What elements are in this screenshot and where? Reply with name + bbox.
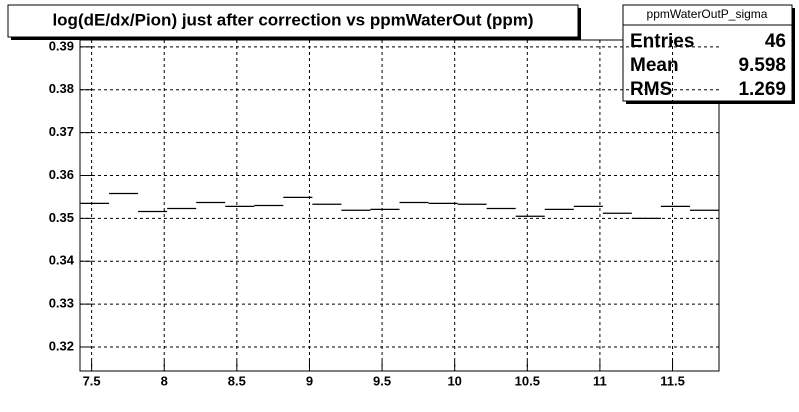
stats-value: 1.269 (738, 79, 786, 100)
y-tick-label: 0.35 (49, 210, 74, 225)
stats-box (622, 4, 793, 102)
y-tick-label: 0.38 (49, 81, 74, 96)
x-tick-label: 11.5 (660, 373, 685, 388)
y-tick-label: 0.37 (49, 124, 74, 139)
y-tick-label: 0.32 (49, 338, 74, 353)
y-tick-label: 0.36 (49, 167, 74, 182)
y-tick-label: 0.33 (49, 296, 74, 311)
title-box (7, 4, 579, 38)
x-tick-label: 9 (306, 373, 313, 388)
stats-label: Entries (630, 31, 694, 52)
chart-title: log(dE/dx/Pion) just after correction vs… (52, 10, 533, 29)
y-tick-label: 0.34 (49, 253, 75, 268)
x-tick-label: 8 (161, 373, 168, 388)
x-tick-label: 10 (447, 373, 461, 388)
stats-value: 46 (765, 31, 786, 52)
stats-label: RMS (630, 79, 672, 100)
x-tick-label: 10.5 (515, 373, 540, 388)
stats-label: Mean (630, 55, 679, 76)
stats-value: 9.598 (738, 55, 786, 76)
x-tick-label: 8.5 (228, 373, 246, 388)
y-tick-label: 0.39 (49, 38, 74, 53)
plot-frame (79, 39, 720, 372)
x-tick-label: 7.5 (83, 373, 101, 388)
x-tick-label: 11 (593, 373, 607, 388)
x-tick-label: 9.5 (373, 373, 391, 388)
stats-title: ppmWaterOutP_sigma (647, 7, 768, 21)
